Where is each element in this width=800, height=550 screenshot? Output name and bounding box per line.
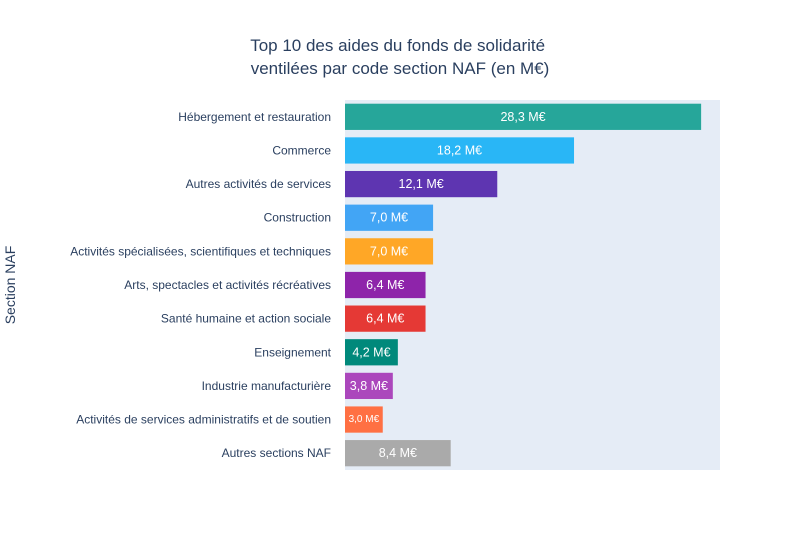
y-axis-title: Section NAF: [2, 246, 18, 325]
data-label-6: 6,4 M€: [366, 312, 404, 326]
data-label-4: 7,0 M€: [370, 244, 408, 258]
data-label-1: 18,2 M€: [437, 143, 482, 157]
y-tick-label-1: Commerce: [272, 143, 331, 157]
bar-9: [345, 406, 383, 433]
bar-2: [345, 170, 498, 198]
y-tick-label-9: Activités de services administratifs et …: [76, 413, 331, 427]
chart-title-line-2: ventilées par code section NAF (en M€): [251, 59, 550, 78]
bar-1: [345, 137, 575, 164]
y-tick-label-10: Autres sections NAF: [222, 446, 331, 460]
bar-3: [345, 204, 434, 231]
y-tick-label-6: Santé humaine et action sociale: [161, 312, 331, 326]
data-label-3: 7,0 M€: [370, 211, 408, 225]
y-tick-label-7: Enseignement: [254, 345, 331, 359]
data-label-9: 3,0 M€: [349, 414, 380, 425]
y-tick-label-8: Industrie manufacturière: [202, 379, 332, 393]
data-labels: 28,3 M€ 18,2 M€ 12,1 M€ 7,0 M€ 7,0 M€ 6,4 M€ 6…: [349, 110, 546, 460]
data-label-0: 28,3 M€: [500, 110, 545, 124]
data-label-10: 8,4 M€: [379, 446, 417, 460]
bar-6: [345, 305, 426, 332]
data-label-2: 12,1 M€: [399, 177, 444, 191]
y-tick-label-2: Autres activités de services: [186, 177, 331, 191]
y-tick-label-0: Hébergement et restauration: [178, 110, 331, 124]
chart-title: Top 10 des aides du fonds de solidarité …: [250, 36, 550, 78]
data-label-7: 4,2 M€: [352, 345, 390, 359]
chart-title-line-1: Top 10 des aides du fonds de solidarité: [250, 36, 545, 55]
y-tick-label-5: Arts, spectacles et activités récréative…: [124, 278, 331, 292]
bar-5: [345, 271, 426, 299]
bar-4: [345, 238, 434, 265]
y-tick-label-4: Activités spécialisées, scientifiques et…: [70, 244, 331, 258]
y-tick-label-3: Construction: [264, 211, 331, 225]
bar-7: [345, 339, 398, 366]
bar-8: [345, 372, 393, 400]
bar-10: [345, 440, 451, 467]
bar-0: [345, 103, 702, 130]
bars-group: [345, 103, 702, 467]
data-label-5: 6,4 M€: [366, 278, 404, 292]
y-tick-labels: Hébergement et restauration Commerce Autre…: [70, 110, 331, 460]
data-label-8: 3,8 M€: [350, 379, 388, 393]
